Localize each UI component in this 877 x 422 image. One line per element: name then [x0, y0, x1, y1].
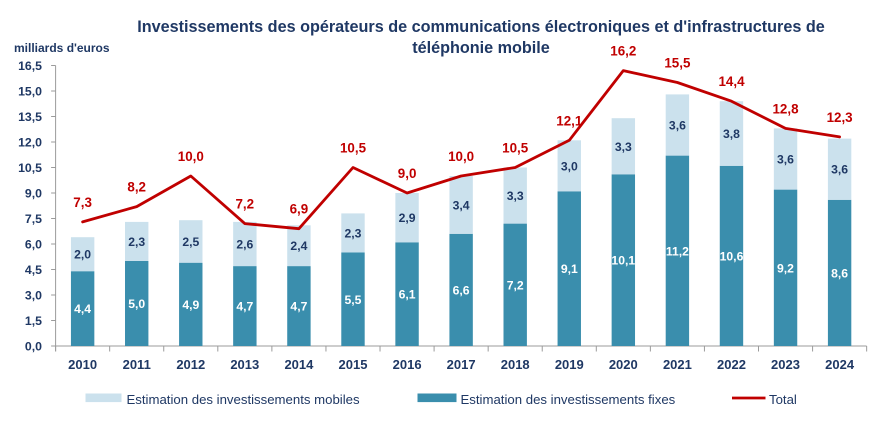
- svg-text:11,2: 11,2: [666, 244, 689, 258]
- svg-text:2024: 2024: [825, 357, 855, 372]
- svg-text:7,2: 7,2: [235, 197, 254, 212]
- svg-text:2011: 2011: [123, 357, 151, 372]
- svg-text:10,5: 10,5: [340, 141, 367, 156]
- svg-text:Estimation des investissements: Estimation des investissements fixes: [461, 392, 676, 407]
- svg-text:3,4: 3,4: [453, 198, 470, 212]
- svg-text:15,5: 15,5: [664, 56, 691, 71]
- svg-text:12,8: 12,8: [772, 101, 799, 116]
- svg-text:2,5: 2,5: [182, 235, 199, 249]
- svg-text:3,6: 3,6: [831, 163, 848, 177]
- svg-text:13,5: 13,5: [18, 110, 42, 124]
- svg-text:7,5: 7,5: [25, 212, 42, 226]
- svg-text:6,0: 6,0: [25, 237, 42, 251]
- svg-text:10,1: 10,1: [611, 254, 635, 268]
- svg-text:3,6: 3,6: [777, 153, 794, 167]
- svg-text:2019: 2019: [555, 357, 584, 372]
- svg-text:2015: 2015: [339, 357, 368, 372]
- svg-text:8,6: 8,6: [831, 266, 848, 280]
- svg-text:2013: 2013: [230, 357, 259, 372]
- svg-text:9,1: 9,1: [561, 262, 578, 276]
- svg-text:14,4: 14,4: [718, 74, 745, 89]
- svg-text:Total: Total: [769, 392, 797, 407]
- svg-text:9,0: 9,0: [398, 166, 417, 181]
- svg-text:6,6: 6,6: [453, 283, 470, 297]
- svg-text:2,3: 2,3: [128, 235, 145, 249]
- svg-text:2012: 2012: [176, 357, 205, 372]
- svg-text:2023: 2023: [771, 357, 800, 372]
- svg-text:2,6: 2,6: [236, 238, 253, 252]
- svg-text:2020: 2020: [609, 357, 638, 372]
- svg-text:9,2: 9,2: [777, 261, 794, 275]
- svg-text:3,0: 3,0: [561, 159, 578, 173]
- svg-text:10,6: 10,6: [720, 249, 744, 263]
- svg-text:4,9: 4,9: [182, 298, 199, 312]
- svg-text:9,0: 9,0: [25, 186, 42, 200]
- svg-text:2014: 2014: [284, 357, 314, 372]
- svg-text:2017: 2017: [447, 357, 476, 372]
- svg-text:10,0: 10,0: [178, 149, 204, 164]
- svg-text:7,3: 7,3: [73, 195, 92, 210]
- svg-text:16,2: 16,2: [610, 44, 636, 59]
- svg-text:4,7: 4,7: [236, 300, 253, 314]
- svg-text:2010: 2010: [68, 357, 97, 372]
- svg-text:12,0: 12,0: [18, 135, 42, 149]
- svg-text:milliards d'euros: milliards d'euros: [14, 41, 110, 55]
- svg-text:3,3: 3,3: [507, 189, 524, 203]
- svg-text:10,0: 10,0: [448, 149, 474, 164]
- svg-text:15,0: 15,0: [18, 84, 42, 98]
- svg-text:5,5: 5,5: [345, 293, 362, 307]
- svg-text:0,0: 0,0: [25, 339, 42, 353]
- svg-text:2,0: 2,0: [74, 248, 91, 262]
- svg-text:1,5: 1,5: [25, 314, 42, 328]
- svg-text:3,3: 3,3: [615, 140, 632, 154]
- svg-text:4,7: 4,7: [290, 300, 307, 314]
- svg-text:6,1: 6,1: [399, 288, 416, 302]
- svg-text:2018: 2018: [501, 357, 530, 372]
- svg-text:6,9: 6,9: [290, 202, 309, 217]
- svg-text:16,5: 16,5: [18, 59, 42, 73]
- svg-text:téléphonie mobile: téléphonie mobile: [412, 39, 550, 57]
- svg-text:2,3: 2,3: [345, 226, 362, 240]
- svg-text:10,5: 10,5: [502, 141, 529, 156]
- svg-text:Investissements des opérateurs: Investissements des opérateurs de commun…: [137, 18, 825, 36]
- svg-text:2022: 2022: [717, 357, 746, 372]
- svg-text:8,2: 8,2: [127, 180, 146, 195]
- svg-text:4,5: 4,5: [25, 263, 42, 277]
- svg-text:2016: 2016: [393, 357, 422, 372]
- svg-text:3,6: 3,6: [669, 119, 686, 133]
- svg-text:10,5: 10,5: [18, 161, 42, 175]
- svg-text:5,0: 5,0: [128, 297, 145, 311]
- svg-text:2,4: 2,4: [290, 239, 307, 253]
- svg-text:2,9: 2,9: [399, 211, 416, 225]
- svg-text:3,8: 3,8: [723, 127, 740, 141]
- svg-text:12,1: 12,1: [556, 113, 583, 128]
- svg-text:Estimation des investissements: Estimation des investissements mobiles: [127, 392, 360, 407]
- svg-text:7,2: 7,2: [507, 278, 524, 292]
- svg-text:12,3: 12,3: [827, 110, 853, 125]
- svg-text:4,4: 4,4: [74, 302, 91, 316]
- svg-text:3,0: 3,0: [25, 288, 42, 302]
- svg-text:2021: 2021: [663, 357, 692, 372]
